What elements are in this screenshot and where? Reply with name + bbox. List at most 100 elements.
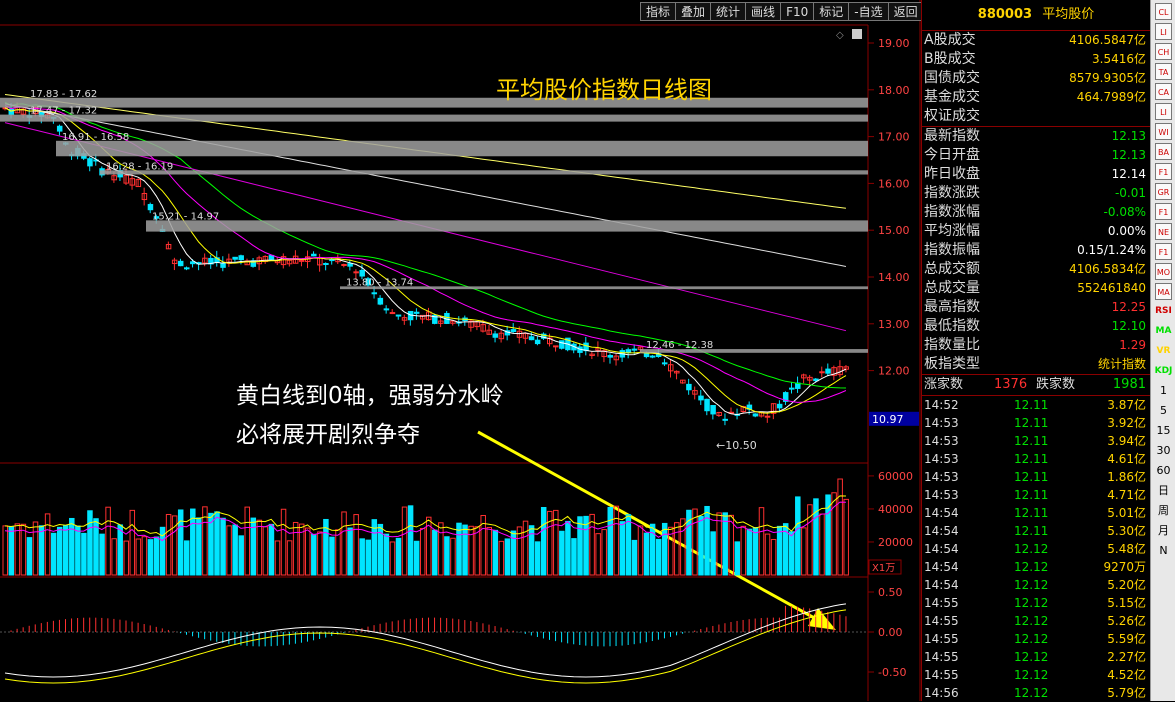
indicator-kdj-button[interactable]: KDJ bbox=[1154, 366, 1173, 376]
volume-bar bbox=[643, 532, 650, 576]
gap-label: 12.46 - 12.38 bbox=[646, 340, 713, 351]
list-icon[interactable]: LI bbox=[1155, 23, 1172, 40]
candle-body bbox=[776, 403, 783, 409]
candle-body bbox=[111, 175, 117, 181]
tick-row[interactable]: 14:54 12.11 5.01亿 bbox=[922, 504, 1150, 522]
quote-row: 权证成交 bbox=[922, 107, 1150, 126]
tick-row[interactable]: 14:53 12.11 4.61亿 bbox=[922, 450, 1150, 468]
period-button[interactable]: 周 bbox=[1158, 504, 1169, 517]
volume-bar bbox=[353, 514, 359, 576]
indicator-vr-button[interactable]: VR bbox=[1156, 346, 1171, 356]
macd-icon[interactable]: MA bbox=[1155, 283, 1172, 300]
grid-icon[interactable]: GR bbox=[1155, 183, 1172, 200]
line-icon[interactable]: LI bbox=[1155, 103, 1172, 120]
f11-icon[interactable]: F1 bbox=[1155, 203, 1172, 220]
f12-icon[interactable]: F1 bbox=[1155, 243, 1172, 260]
candle-body bbox=[353, 271, 359, 274]
period-button[interactable]: 日 bbox=[1158, 484, 1169, 497]
f10-icon[interactable]: F1 bbox=[1155, 163, 1172, 180]
tick-row[interactable]: 14:55 12.12 2.27亿 bbox=[922, 648, 1150, 666]
tick-row[interactable]: 14:53 12.11 3.94亿 bbox=[922, 432, 1150, 450]
volume-bar bbox=[347, 527, 353, 576]
volume-bar bbox=[426, 516, 432, 576]
volume-tick-label: 60000 bbox=[878, 470, 913, 483]
toolbar-button[interactable]: 指标 bbox=[640, 2, 676, 21]
period-button[interactable]: 1 bbox=[1160, 384, 1167, 397]
news-icon[interactable]: NE bbox=[1155, 223, 1172, 240]
toolbar-button[interactable]: 统计 bbox=[710, 2, 746, 21]
volume-bar bbox=[728, 514, 734, 576]
candle-body bbox=[123, 174, 129, 184]
volume-bar bbox=[365, 539, 371, 576]
tick-row[interactable]: 14:56 12.12 5.79亿 bbox=[922, 684, 1150, 702]
candle-body bbox=[190, 261, 196, 265]
tick-row[interactable]: 14:55 12.12 5.59亿 bbox=[922, 630, 1150, 648]
volume-bar bbox=[93, 518, 99, 576]
gap-label: 16.91 - 16.58 bbox=[62, 132, 129, 143]
tick-row[interactable]: 14:54 12.12 5.48亿 bbox=[922, 540, 1150, 558]
chart-canvas[interactable]: ◇ 19.00 18.00 17.00 16.00 15.00 14.00 13.00 12.0… bbox=[0, 0, 921, 701]
volume-bar bbox=[20, 523, 27, 576]
volume-tick-label: 20000 bbox=[878, 536, 913, 549]
tick-row[interactable]: 14:52 12.11 3.87亿 bbox=[922, 396, 1150, 414]
candle-body bbox=[716, 411, 722, 416]
tick-row[interactable]: 14:54 12.11 5.30亿 bbox=[922, 522, 1150, 540]
tick-row[interactable]: 14:53 12.11 3.92亿 bbox=[922, 414, 1150, 432]
tick-row[interactable]: 14:55 12.12 5.15亿 bbox=[922, 594, 1150, 612]
tick-row[interactable]: 14:55 12.12 4.52亿 bbox=[922, 666, 1150, 684]
period-button[interactable]: 月 bbox=[1158, 524, 1169, 537]
toolbar-button[interactable]: F10 bbox=[780, 2, 814, 21]
volume-bar bbox=[547, 510, 553, 576]
volume-bar bbox=[329, 536, 335, 576]
volume-bar bbox=[770, 538, 777, 576]
volume-bar bbox=[486, 527, 492, 576]
volume-bar bbox=[56, 526, 63, 576]
price-tick-label: 17.00 bbox=[878, 131, 910, 144]
volume-bar bbox=[69, 517, 75, 576]
toolbar-button[interactable]: 返回 bbox=[887, 2, 924, 21]
toolbar-button[interactable]: 画线 bbox=[745, 2, 781, 21]
window-icon[interactable]: WI bbox=[1155, 123, 1172, 140]
candle-body bbox=[365, 278, 371, 286]
table-icon[interactable]: TA bbox=[1155, 63, 1172, 80]
volume-bar bbox=[26, 537, 33, 576]
tick-row[interactable]: 14:53 12.11 4.71亿 bbox=[922, 486, 1150, 504]
candle-body bbox=[419, 314, 426, 320]
period-button[interactable]: 15 bbox=[1156, 424, 1171, 437]
tick-price: 12.11 bbox=[1014, 398, 1049, 412]
period-button[interactable]: 60 bbox=[1156, 464, 1171, 477]
candle-body bbox=[8, 108, 15, 115]
toolbar-button[interactable]: -自选 bbox=[848, 2, 888, 21]
indicator-rsi-button[interactable]: RSI bbox=[1155, 306, 1172, 316]
tick-amount: 5.30亿 bbox=[1107, 524, 1146, 538]
gap-label: 15.21 - 14.97 bbox=[152, 211, 219, 222]
tick-row[interactable]: 14:53 12.11 1.86亿 bbox=[922, 468, 1150, 486]
candle-body bbox=[438, 320, 444, 324]
tick-row[interactable]: 14:55 12.12 5.26亿 bbox=[922, 612, 1150, 630]
toolbar-button[interactable]: 标记 bbox=[813, 2, 849, 21]
volume-bar bbox=[492, 529, 499, 576]
candle-body bbox=[607, 355, 613, 358]
tick-list[interactable]: 14:52 12.11 3.87亿 14:53 12.11 3.92亿 14:53 12.11… bbox=[922, 396, 1150, 702]
indicator-ma-button[interactable]: MA bbox=[1155, 326, 1172, 336]
volume-bars bbox=[2, 478, 849, 576]
monitor-icon[interactable]: MO bbox=[1155, 263, 1172, 280]
period-button[interactable]: 30 bbox=[1156, 444, 1171, 457]
quote-label: 指数振幅 bbox=[924, 242, 980, 258]
tick-row[interactable]: 14:54 12.12 5.20亿 bbox=[922, 576, 1150, 594]
quote-row: 板指类型 统计指数 bbox=[922, 355, 1150, 374]
tick-row[interactable]: 14:54 12.12 9270万 bbox=[922, 558, 1150, 576]
chart-icon[interactable]: CH bbox=[1155, 43, 1172, 60]
quote-value: 0.00% bbox=[1107, 224, 1146, 238]
period-button[interactable]: N bbox=[1159, 544, 1168, 557]
period-button[interactable]: 5 bbox=[1160, 404, 1167, 417]
annotation-arrow bbox=[477, 430, 819, 622]
index-name: 平均股价 bbox=[1042, 7, 1095, 22]
candle-icon[interactable]: CA bbox=[1155, 83, 1172, 100]
candle-body bbox=[516, 330, 523, 338]
toolbar-button[interactable]: 叠加 bbox=[675, 2, 711, 21]
close-icon[interactable]: CL bbox=[1155, 3, 1172, 20]
candle-body bbox=[298, 259, 305, 262]
bars-icon[interactable]: BA bbox=[1155, 143, 1172, 160]
